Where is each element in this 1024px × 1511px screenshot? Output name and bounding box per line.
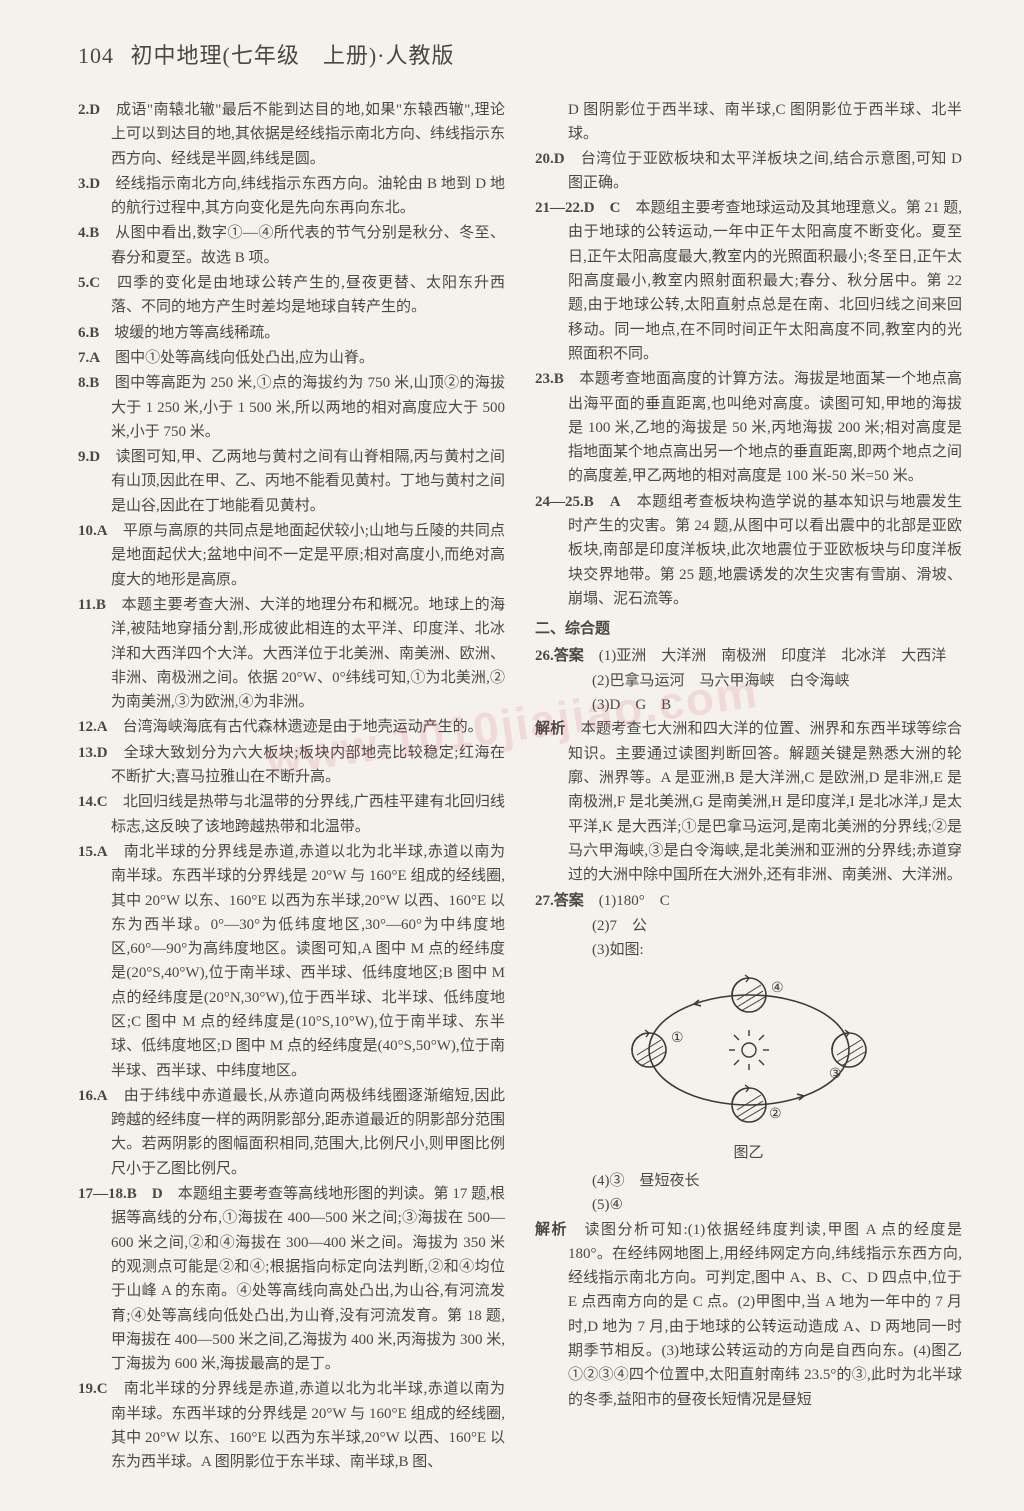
answer-item: 3.D 经线指示南北方向,纬线指示东西方向。油轮由 B 地到 D 地的航行过程中… — [78, 172, 505, 221]
q27-answer-2: (2)7 公 — [535, 914, 962, 938]
answer-item: 19.C 南北半球的分界线是赤道,赤道以北为北半球,赤道以南为南半球。东西半球的… — [78, 1377, 505, 1474]
answer-item: 13.D 全球大致划分为六大板块;板块内部地壳比较稳定;红海在不断扩大;喜马拉雅… — [78, 741, 505, 790]
answer-item: 20.D 台湾位于亚欧板块和太平洋板块之间,结合示意图,可知 D 图正确。 — [535, 147, 962, 196]
answer-item: 8.B 图中等高距为 250 米,①点的海拔约为 750 米,山顶②的海拔大于 … — [78, 371, 505, 444]
answer-item: 16.A 由于纬线中赤道最长,从赤道向两极纬线圈逐渐缩短,因此跨越的经纬度一样的… — [78, 1084, 505, 1181]
content-columns: 2.D 成语"南辕北辙"最后不能到达目的地,如果"东辕西辙",理论上可以到达目的… — [78, 98, 962, 1476]
q26-answer-2: (2)巴拿马运河 马六甲海峡 白令海峡 — [535, 669, 962, 693]
page-number: 104 — [78, 43, 114, 69]
answer-item: 9.D 读图可知,甲、乙两地与黄村之间有山脊相隔,丙与黄村之间有山顶,因此在甲、… — [78, 445, 505, 518]
earth-pos-4 — [732, 975, 766, 1012]
q26-analysis: 解析 本题考查七大洲和四大洋的位置、洲界和东西半球等综合知识。主要通过读图判断回… — [535, 717, 962, 887]
sun-icon — [729, 1030, 769, 1070]
answer-item: 14.C 北回归线是热带与北温带的分界线,广西桂平建有北回归线标志,这反映了该地… — [78, 790, 505, 839]
answer-item: 7.A 图中①处等高线向低处凸出,应为山脊。 — [78, 346, 505, 370]
q27-answer-head: 27.答案 (1)180° C — [535, 889, 962, 913]
diagram-label-1: ① — [671, 1031, 684, 1046]
q27-answer-3-label: (3)如图: — [535, 938, 962, 962]
answer-item: 24—25.B A 本题组考查板块构造学说的基本知识与地震发生时产生的灾害。第 … — [535, 490, 962, 611]
answer-item: 6.B 坡缓的地方等高线稀疏。 — [78, 321, 505, 345]
answer-item: 5.C 四季的变化是由地球公转产生的,昼夜更替、太阳东升西落、不同的地方产生时差… — [78, 271, 505, 320]
q27-analysis: 解析 读图分析可知:(1)依据经纬度判读,甲图 A 点的经度是 180°。在经纬… — [535, 1218, 962, 1412]
header-title: 初中地理(七年级 上册)·人教版 — [131, 43, 455, 68]
diagram-label-2: ② — [769, 1107, 782, 1122]
left-column: 2.D 成语"南辕北辙"最后不能到达目的地,如果"东辕西辙",理论上可以到达目的… — [78, 98, 505, 1476]
q26-answer-head: 26.答案 (1)亚洲 大洋洲 南极洲 印度洋 北冰洋 大西洋 — [535, 644, 962, 668]
answer-item: 15.A 南北半球的分界线是赤道,赤道以北为北半球,赤道以南为南半球。东西半球的… — [78, 840, 505, 1083]
diagram-label-3: ③ — [829, 1067, 842, 1082]
answer-item: 17—18.B D 本题组主要考查等高线地形图的判读。第 17 题,根据等高线的… — [78, 1182, 505, 1376]
right-column: D 图阴影位于西半球、南半球,C 图阴影位于西半球、北半球。 20.D 台湾位于… — [535, 98, 962, 1476]
orbit-svg: ① ② ③ — [629, 970, 869, 1130]
earth-pos-2 — [732, 1085, 766, 1122]
answer-item: 21—22.D C 本题组主要考查地球运动及其地理意义。第 21 题,由于地球的… — [535, 196, 962, 366]
q27-answer-4: (4)③ 昼短夜长 — [535, 1169, 962, 1193]
page-header: 104 初中地理(七年级 上册)·人教版 — [78, 38, 962, 70]
answer-item: 2.D 成语"南辕北辙"最后不能到达目的地,如果"东辕西辙",理论上可以到达目的… — [78, 98, 505, 171]
q26-answer-3: (3)D G B — [535, 693, 962, 717]
answer-item: 11.B 本题主要考查大洲、大洋的地理分布和概况。地球上的海洋,被陆地穿插分割,… — [78, 593, 505, 714]
answer-item: 23.B 本题考查地面高度的计算方法。海拔是地面某一个地点高出海平面的垂直距离,… — [535, 367, 962, 488]
answer-item: 12.A 台湾海峡海底有古代森林遗迹是由于地壳运动产生的。 — [78, 715, 505, 739]
answer-item: 4.B 从图中看出,数字①—④所代表的节气分别是秋分、冬至、春分和夏至。故选 B… — [78, 221, 505, 270]
answer-item: 10.A 平原与高原的共同点是地面起伏较小;山地与丘陵的共同点是地面起伏大;盆地… — [78, 519, 505, 592]
continuation-text: D 图阴影位于西半球、南半球,C 图阴影位于西半球、北半球。 — [535, 98, 962, 147]
orbit-diagram: ① ② ③ — [535, 970, 962, 1165]
q27-answer-5: (5)④ — [535, 1193, 962, 1217]
diagram-label-4: ④ — [771, 981, 784, 996]
diagram-caption: 图乙 — [535, 1141, 962, 1165]
section-2-header: 二、综合题 — [535, 617, 962, 641]
